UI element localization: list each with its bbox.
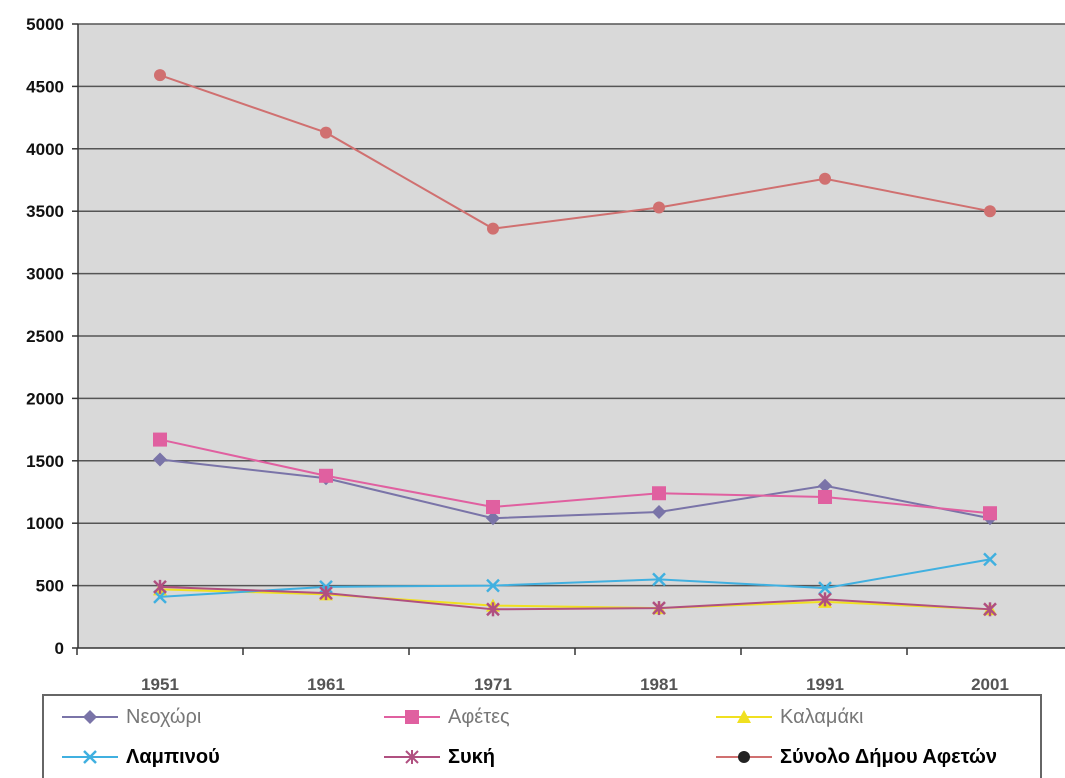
data-point: [153, 432, 167, 447]
data-point: [153, 589, 167, 604]
data-point: [652, 504, 666, 519]
y-tick-label: 2000: [26, 389, 64, 408]
data-point: [652, 486, 666, 501]
data-point: [319, 468, 333, 483]
data-point: [983, 602, 997, 617]
y-tick-label: 500: [36, 577, 64, 596]
x-tick-label: 1991: [806, 675, 844, 694]
x-tick-label: 1961: [307, 675, 345, 694]
legend-item-afetes: Αφέτες: [382, 702, 510, 732]
x-tick-label: 1951: [141, 675, 179, 694]
data-point: [983, 506, 997, 521]
data-point: [984, 205, 996, 218]
legend-label: Νεοχώρι: [126, 705, 202, 728]
y-tick-label: 4500: [26, 77, 64, 96]
y-tick-label: 1500: [26, 452, 64, 471]
data-point: [486, 511, 500, 526]
line-chart: 0 500 1000 1500 2000 2500 3000 3500 4000 4500 5000…: [26, 15, 1065, 694]
legend-marker-star-icon: [384, 750, 440, 764]
data-point: [153, 452, 167, 467]
series-line: [159, 458, 991, 520]
legend: Νεοχώρι Αφέτες Καλαμάκι Λαμπινού Συκή: [42, 694, 1042, 778]
y-tick-label: 0: [55, 639, 64, 658]
series-lines: [153, 69, 997, 617]
series-line: [159, 438, 991, 515]
x-tick-label: 1981: [640, 675, 678, 694]
legend-marker-triangle-icon: [716, 710, 772, 723]
y-tick-label: 2500: [26, 327, 64, 346]
legend-marker-circle-icon: [716, 751, 772, 763]
legend-item-neochori: Νεοχώρι: [60, 702, 201, 732]
series-line: [159, 588, 991, 611]
legend-marker-diamond-icon: [62, 710, 118, 724]
legend-marker-x-icon: [62, 750, 118, 764]
data-point: [486, 578, 500, 593]
data-point: [154, 69, 166, 82]
legend-item-total: Σύνολο Δήμου Αφετών: [714, 742, 997, 772]
y-tick-label: 3500: [26, 202, 64, 221]
y-tick-label: 3000: [26, 265, 64, 284]
y-axis: 0 500 1000 1500 2000 2500 3000 3500 4000 4500 5000: [26, 15, 79, 658]
legend-item-lampinou: Λαμπινού: [60, 742, 220, 772]
data-point: [486, 499, 500, 514]
series-line: [159, 558, 991, 598]
legend-label: Συκή: [448, 745, 496, 768]
data-point: [818, 592, 832, 607]
data-point: [652, 601, 666, 616]
legend-label: Σύνολο Δήμου Αφετών: [780, 745, 998, 768]
data-point: [653, 201, 665, 214]
legend-marker-square-icon: [384, 710, 440, 724]
data-point: [818, 478, 832, 493]
legend-label: Καλαμάκι: [780, 705, 864, 728]
x-tick-label: 1971: [474, 675, 512, 694]
data-point: [320, 126, 332, 139]
x-axis: 1951 1961 1971 1981 1991 2001: [76, 647, 1065, 694]
y-tick-label: 1000: [26, 514, 64, 533]
x-tick-label: 2001: [971, 675, 1009, 694]
data-point: [153, 579, 167, 594]
data-point: [486, 602, 500, 617]
data-point: [652, 572, 666, 587]
data-point: [487, 222, 499, 235]
data-point: [818, 489, 832, 504]
data-point: [819, 172, 831, 185]
legend-label: Λαμπινού: [126, 745, 220, 768]
y-tick-label: 5000: [26, 15, 64, 34]
legend-item-kalamaki: Καλαμάκι: [714, 702, 863, 732]
data-point: [983, 552, 997, 567]
gridlines: [78, 23, 1065, 587]
legend-label: Αφέτες: [448, 705, 510, 728]
data-point: [818, 581, 832, 595]
series-line: [159, 585, 991, 611]
y-tick-label: 4000: [26, 140, 64, 159]
series-line: [159, 74, 991, 230]
data-point: [319, 586, 333, 601]
legend-item-syki: Συκή: [382, 742, 495, 772]
